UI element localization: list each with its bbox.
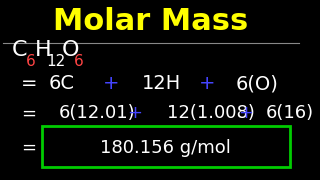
Text: +: + (102, 74, 119, 93)
Text: +: + (238, 104, 253, 122)
Text: 6: 6 (74, 54, 84, 69)
Text: H: H (35, 40, 51, 60)
Text: 12: 12 (47, 54, 66, 69)
Text: 6C: 6C (48, 74, 74, 93)
Text: 12H: 12H (142, 74, 181, 93)
Text: +: + (199, 74, 216, 93)
Text: 6(O): 6(O) (235, 74, 278, 93)
Text: O: O (62, 40, 79, 60)
Text: +: + (127, 104, 142, 122)
Text: 180.156 g/mol: 180.156 g/mol (100, 139, 231, 157)
Text: 6: 6 (26, 54, 36, 69)
Text: 12(1.008): 12(1.008) (167, 104, 255, 122)
Text: 6(12.01): 6(12.01) (59, 104, 135, 122)
Text: =: = (21, 74, 38, 93)
Text: Molar Mass: Molar Mass (53, 7, 248, 36)
Text: C: C (12, 40, 28, 60)
Text: =: = (21, 139, 36, 157)
Text: =: = (21, 104, 36, 122)
Text: 6(16): 6(16) (265, 104, 314, 122)
